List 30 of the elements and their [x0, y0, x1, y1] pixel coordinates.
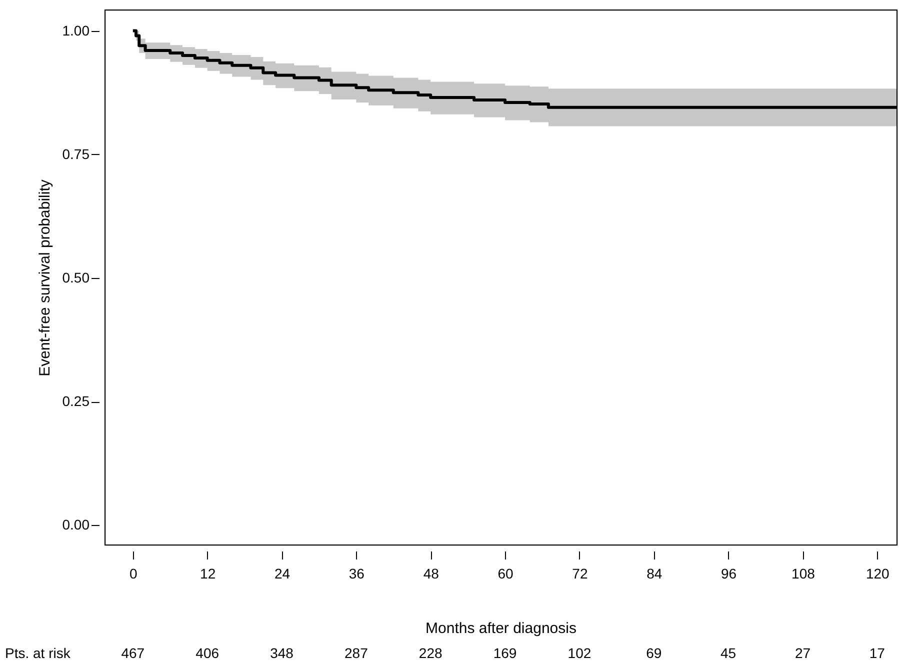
text: 27	[794, 645, 811, 661]
x-tick-label: 36	[348, 566, 365, 582]
x-tick-label: 108	[792, 566, 816, 582]
text: 287	[344, 645, 368, 661]
text: 45	[720, 645, 736, 661]
text: 169	[493, 645, 517, 661]
text: 69	[646, 645, 662, 661]
text: 17	[869, 645, 886, 661]
text: Pts. at risk	[5, 645, 72, 661]
text: 467	[121, 645, 145, 661]
x-tick-label: 0	[130, 566, 138, 582]
x-tick-label: 72	[572, 566, 588, 582]
text: 348	[270, 645, 294, 661]
y-axis-title: Event-free survival probability	[36, 179, 54, 376]
x-tick-label: 96	[721, 566, 737, 582]
x-tick-label: 60	[498, 566, 514, 582]
x-tick-label: 84	[646, 566, 662, 582]
y-tick-label: 0.50	[62, 269, 90, 286]
x-axis-title: Months after diagnosis	[426, 620, 576, 637]
y-tick-label: 0.75	[62, 146, 90, 162]
y-tick-label: 0.00	[62, 516, 90, 533]
x-tick-label: 12	[200, 566, 216, 582]
text: 228	[418, 645, 442, 661]
x-tick-label: 120	[866, 566, 890, 582]
x-tick-label: 48	[423, 566, 440, 582]
text: 406	[196, 645, 220, 661]
y-tick-label: 1.00	[62, 22, 90, 38]
text: 102	[568, 645, 592, 661]
y-tick-label: 0.25	[62, 393, 90, 410]
x-tick-label: 24	[274, 566, 290, 582]
